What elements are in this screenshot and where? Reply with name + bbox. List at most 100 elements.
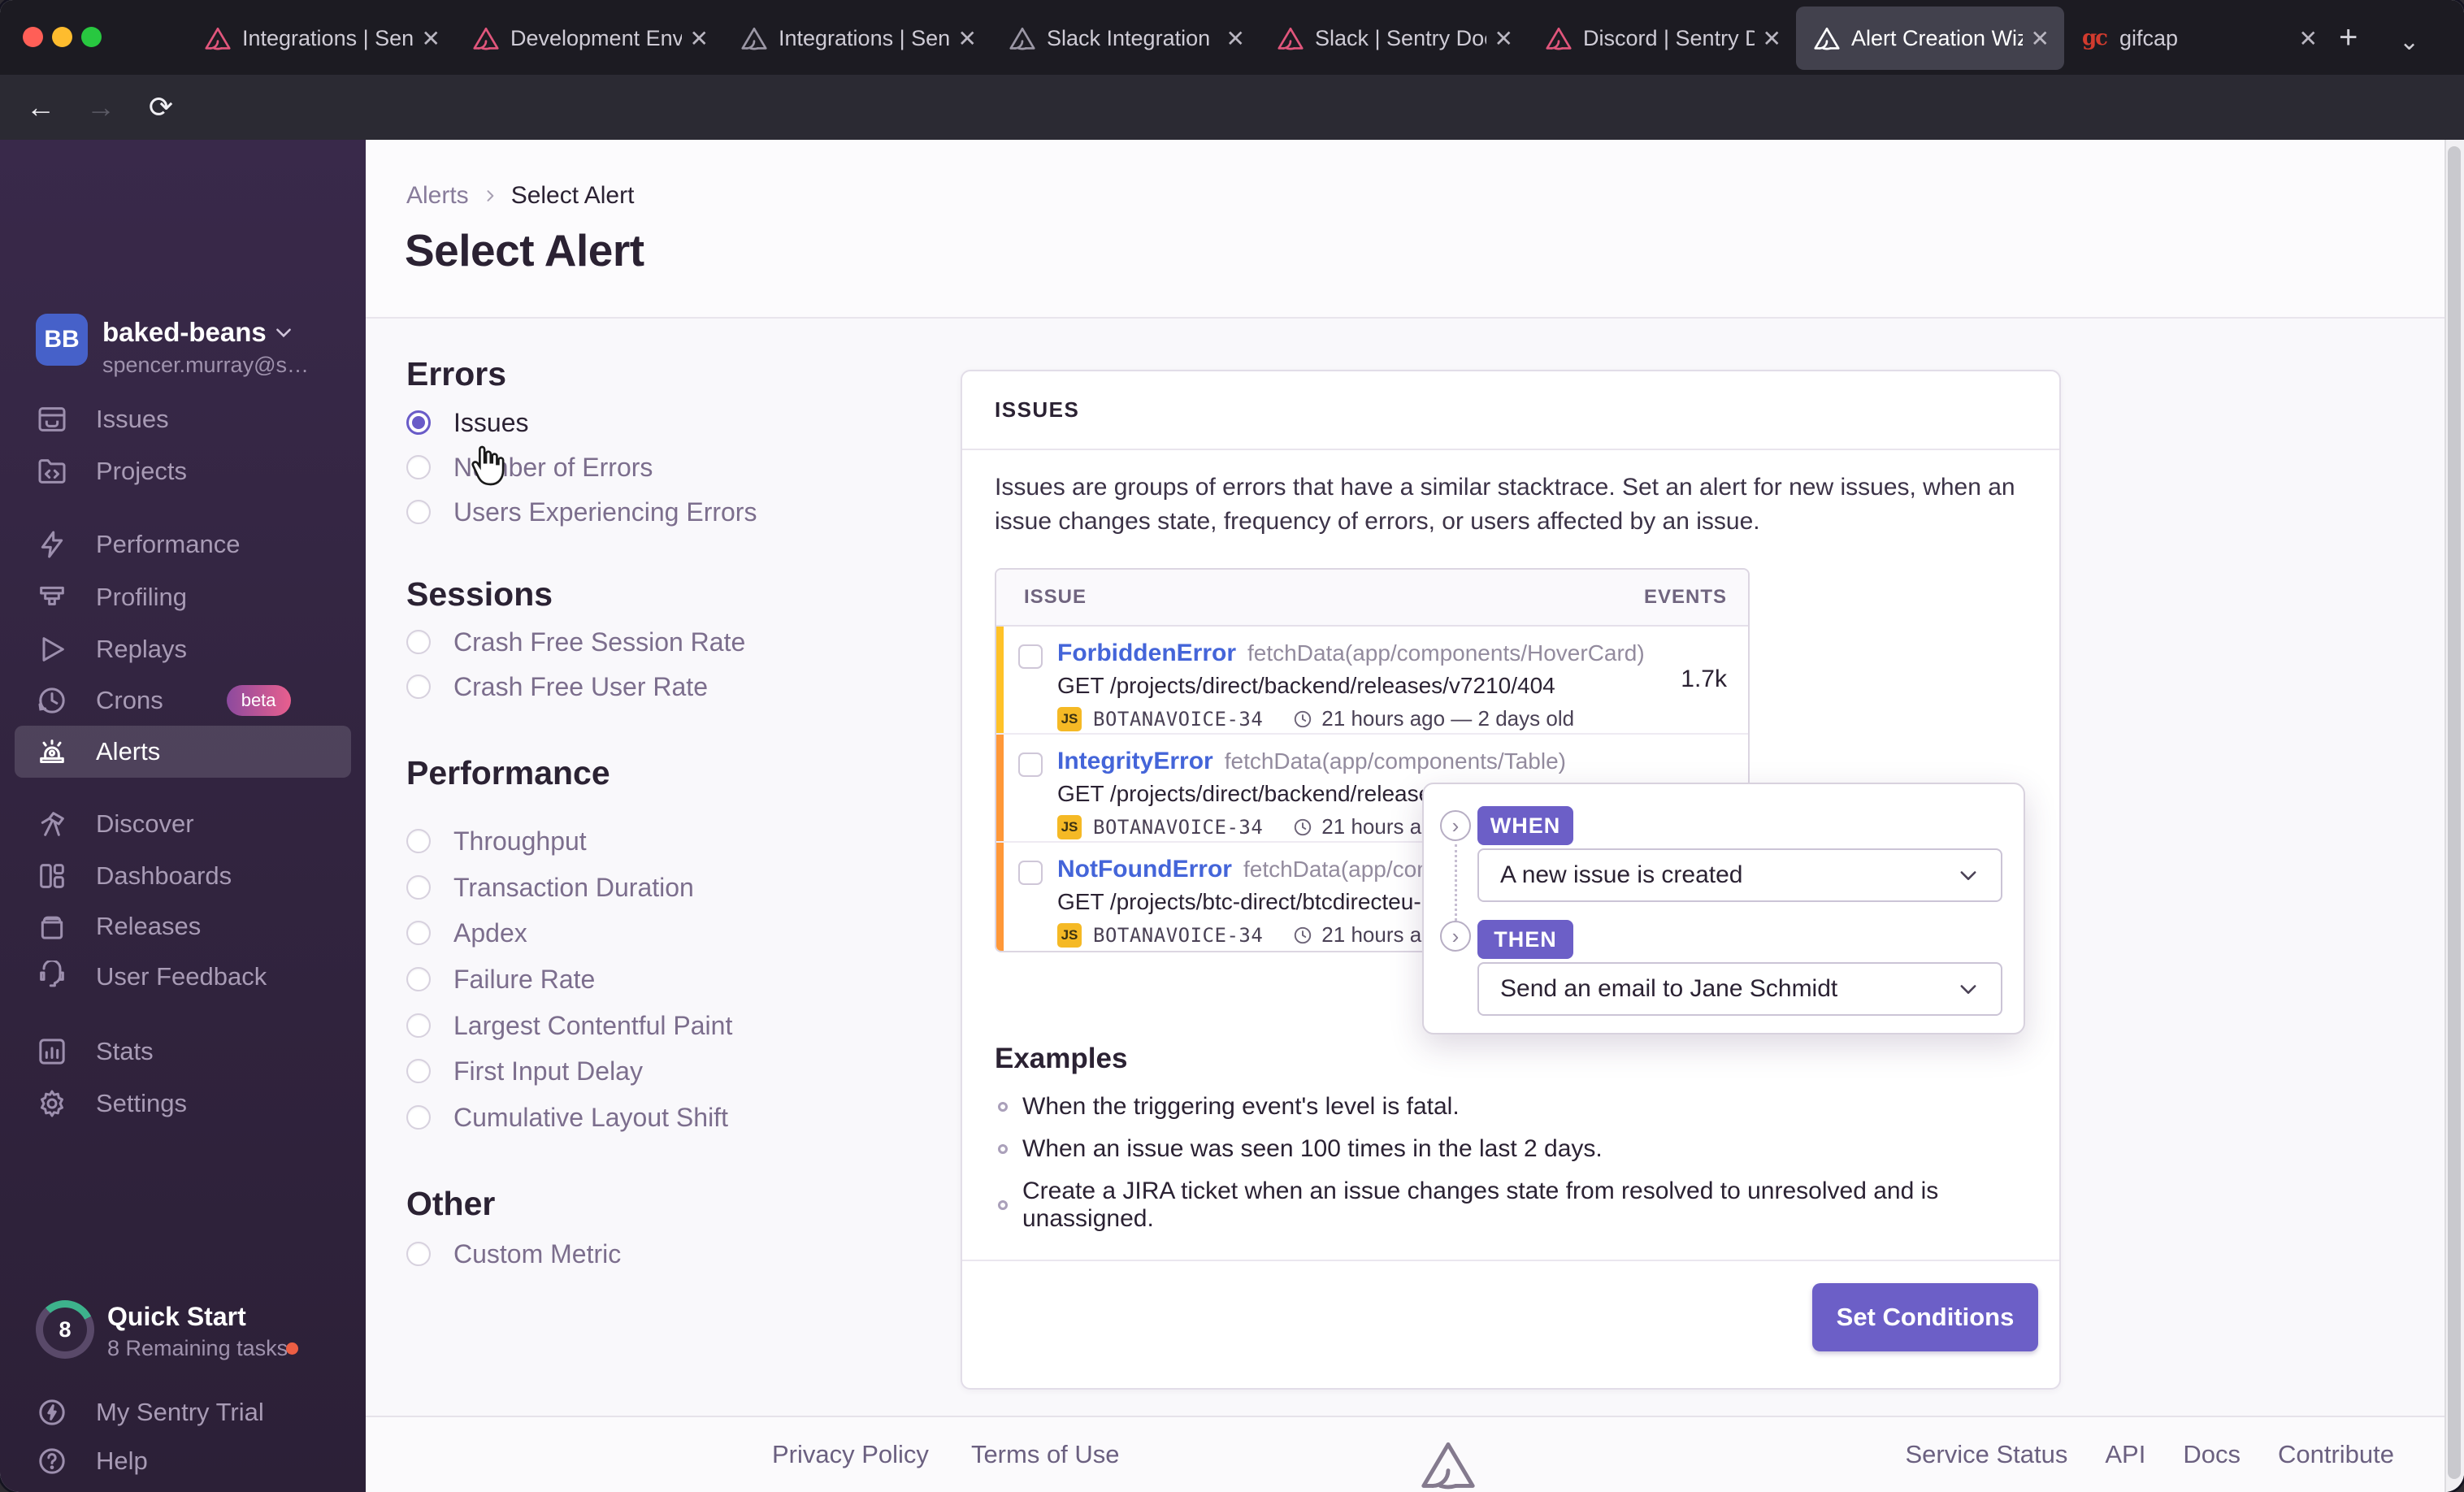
close-window-button[interactable]: [23, 27, 43, 47]
radio-option-custom-metric[interactable]: Custom Metric: [406, 1231, 894, 1277]
forward-button[interactable]: →: [86, 90, 115, 124]
radio-icon[interactable]: [406, 829, 431, 853]
new-tab-button[interactable]: +: [2339, 20, 2358, 55]
issue-link[interactable]: IntegrityError: [1057, 748, 1213, 774]
radio-option-issues[interactable]: Issues: [406, 400, 894, 445]
radio-option-users-experiencing-errors[interactable]: Users Experiencing Errors: [406, 489, 894, 535]
scrollbar-thumb[interactable]: [2448, 146, 2461, 1479]
org-name[interactable]: baked-beans: [102, 317, 267, 347]
radio-option-apdex[interactable]: Apdex: [406, 910, 894, 956]
radio-icon[interactable]: [406, 875, 431, 900]
radio-option-cumulative-layout-shift[interactable]: Cumulative Layout Shift: [406, 1095, 894, 1140]
quick-start-title[interactable]: Quick Start: [107, 1302, 246, 1331]
sidebar-item-performance[interactable]: Performance: [0, 518, 366, 570]
radio-icon[interactable]: [406, 674, 431, 699]
javascript-platform-icon: JS: [1057, 814, 1082, 839]
row-checkbox[interactable]: [1018, 861, 1043, 885]
then-action-select[interactable]: Send an email to Jane Schmidt: [1477, 962, 2002, 1016]
when-condition-select[interactable]: A new issue is created: [1477, 848, 2002, 902]
issue-project: BOTANAVOICE-34: [1093, 707, 1264, 731]
discover-icon: [36, 808, 68, 840]
sidebar-item-user-feedback[interactable]: User Feedback: [0, 951, 366, 1003]
close-tab-icon[interactable]: ✕: [1225, 25, 1245, 51]
close-tab-icon[interactable]: ✕: [1494, 25, 1513, 51]
sidebar-item-projects[interactable]: Projects: [0, 445, 366, 497]
contribute-link[interactable]: Contribute: [2277, 1440, 2394, 1468]
beta-badge: beta: [226, 685, 291, 716]
terms-of-use-link[interactable]: Terms of Use: [970, 1440, 1120, 1468]
radio-icon[interactable]: [406, 455, 431, 479]
sidebar-item-stats[interactable]: Stats: [0, 1026, 366, 1078]
sidebar-item-crons[interactable]: Crons beta: [0, 674, 366, 726]
tab-integrations-2[interactable]: Integrations | Sentry ✕: [723, 7, 991, 70]
radio-option-transaction-duration[interactable]: Transaction Duration: [406, 865, 894, 910]
radio-icon[interactable]: [406, 921, 431, 945]
radio-icon[interactable]: [406, 1059, 431, 1083]
sidebar-item-help[interactable]: Help: [0, 1435, 366, 1487]
sidebar-item-whats-new[interactable]: What's new: [0, 1487, 366, 1492]
close-tab-icon[interactable]: ✕: [2298, 25, 2318, 51]
set-conditions-button[interactable]: Set Conditions: [1812, 1283, 2038, 1351]
radio-icon[interactable]: [406, 630, 431, 654]
sidebar-item-replays[interactable]: Replays: [0, 623, 366, 675]
sidebar-item-label: Alerts: [96, 737, 161, 766]
tab-development-environment[interactable]: Development Enviro ✕: [455, 7, 723, 70]
org-avatar[interactable]: BB: [36, 314, 88, 366]
minimize-window-button[interactable]: [52, 27, 72, 47]
table-row[interactable]: ForbiddenError fetchData(app/components/H…: [996, 627, 1748, 735]
close-tab-icon[interactable]: ✕: [1762, 25, 1781, 51]
tab-overflow-icon[interactable]: ⌄: [2399, 28, 2420, 55]
issue-link[interactable]: ForbiddenError: [1057, 640, 1237, 666]
issue-link[interactable]: NotFoundError: [1057, 856, 1232, 883]
gear-icon: [36, 1087, 68, 1120]
quick-start-progress-ring[interactable]: 8: [36, 1300, 94, 1359]
chevron-down-icon[interactable]: [273, 322, 294, 343]
radio-icon[interactable]: [406, 500, 431, 524]
radio-option-failure-rate[interactable]: Failure Rate: [406, 956, 894, 1002]
radio-option-crash-free-user-rate[interactable]: Crash Free User Rate: [406, 664, 894, 709]
radio-icon[interactable]: [406, 1013, 431, 1038]
zoom-window-button[interactable]: [81, 27, 102, 47]
sidebar-item-releases[interactable]: Releases: [0, 900, 366, 952]
tab-alert-creation-wizard[interactable]: Alert Creation Wizar ✕: [1796, 7, 2064, 70]
tab-slack-integration[interactable]: Slack Integration | S ✕: [991, 7, 1260, 70]
breadcrumb-alerts-link[interactable]: Alerts: [406, 182, 469, 209]
api-link[interactable]: API: [2105, 1440, 2146, 1468]
chevron-down-icon: [1957, 978, 1980, 1000]
radio-icon[interactable]: [406, 410, 431, 435]
back-button[interactable]: ←: [26, 90, 55, 124]
radio-option-crash-free-session-rate[interactable]: Crash Free Session Rate: [406, 619, 894, 665]
row-checkbox[interactable]: [1018, 753, 1043, 777]
sidebar-item-settings[interactable]: Settings: [0, 1078, 366, 1130]
tab-discord-docs[interactable]: Discord | Sentry Do ✕: [1528, 7, 1796, 70]
sidebar-item-issues[interactable]: Issues: [0, 393, 366, 445]
radio-icon[interactable]: [406, 1105, 431, 1130]
panel-divider: [962, 1260, 2059, 1261]
close-tab-icon[interactable]: ✕: [2030, 25, 2050, 51]
sidebar-item-alerts[interactable]: Alerts: [15, 726, 351, 778]
radio-icon[interactable]: [406, 1242, 431, 1266]
sentry-favicon: [1814, 25, 1840, 51]
radio-option-throughput[interactable]: Throughput: [406, 818, 894, 864]
service-status-link[interactable]: Service Status: [1905, 1440, 2068, 1468]
close-tab-icon[interactable]: ✕: [421, 25, 440, 51]
issues-table: ISSUE EVENTS ForbiddenError fetchData(app…: [995, 568, 1750, 952]
sidebar-item-discover[interactable]: Discover: [0, 798, 366, 850]
docs-link[interactable]: Docs: [2183, 1440, 2241, 1468]
sidebar-item-my-sentry-trial[interactable]: My Sentry Trial: [0, 1386, 366, 1438]
sidebar-item-profiling[interactable]: Profiling: [0, 571, 366, 623]
tab-gifcap[interactable]: gc gifcap ✕: [2064, 7, 2332, 70]
radio-option-largest-contentful-paint[interactable]: Largest Contentful Paint: [406, 1003, 894, 1048]
tab-integrations-1[interactable]: Integrations | Sentry ✕: [187, 7, 455, 70]
tab-slack-docs[interactable]: Slack | Sentry Docu ✕: [1260, 7, 1528, 70]
sidebar-item-label: Projects: [96, 457, 187, 485]
row-checkbox[interactable]: [1018, 644, 1043, 669]
close-tab-icon[interactable]: ✕: [689, 25, 709, 51]
bullet-icon: [998, 1200, 1008, 1210]
radio-icon[interactable]: [406, 967, 431, 991]
radio-option-first-input-delay[interactable]: First Input Delay: [406, 1048, 894, 1094]
privacy-policy-link[interactable]: Privacy Policy: [772, 1440, 929, 1468]
close-tab-icon[interactable]: ✕: [957, 25, 977, 51]
sidebar-item-dashboards[interactable]: Dashboards: [0, 850, 366, 902]
reload-button[interactable]: ⟳: [148, 90, 174, 124]
